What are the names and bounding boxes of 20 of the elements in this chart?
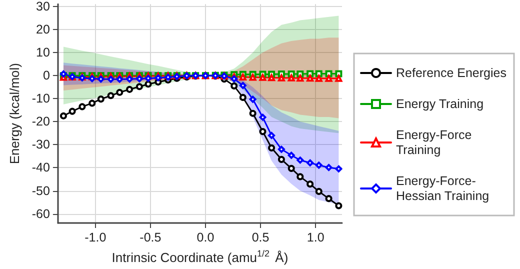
legend-label: Energy Training [396, 97, 484, 111]
x-tick-label: -0.5 [140, 230, 162, 244]
y-tick-label: -40 [32, 160, 50, 175]
y-tick-label: -20 [32, 114, 50, 129]
y-axis-title: Energy (kcal/mol) [7, 63, 22, 164]
x-tick-label: 0.0 [196, 230, 214, 244]
legend-label: Energy-Force Training [396, 128, 472, 157]
y-tick-label: -60 [32, 206, 50, 221]
legend-label: Reference Energies [396, 66, 506, 80]
x-tick-label: -1.0 [84, 230, 106, 244]
y-tick-label: 10 [36, 46, 50, 60]
y-tick-label: -10 [32, 92, 50, 106]
y-tick-label: 0 [43, 68, 50, 83]
y-tick-label: -30 [32, 138, 50, 152]
y-tick-label: 30 [36, 0, 50, 14]
y-tick-label: 20 [36, 22, 50, 37]
x-tick-label: 1.0 [306, 230, 324, 244]
y-tick-label: -50 [32, 184, 50, 198]
x-tick-label: 0.5 [252, 230, 270, 244]
legend-label: Energy-Force-Hessian Training [396, 174, 490, 203]
